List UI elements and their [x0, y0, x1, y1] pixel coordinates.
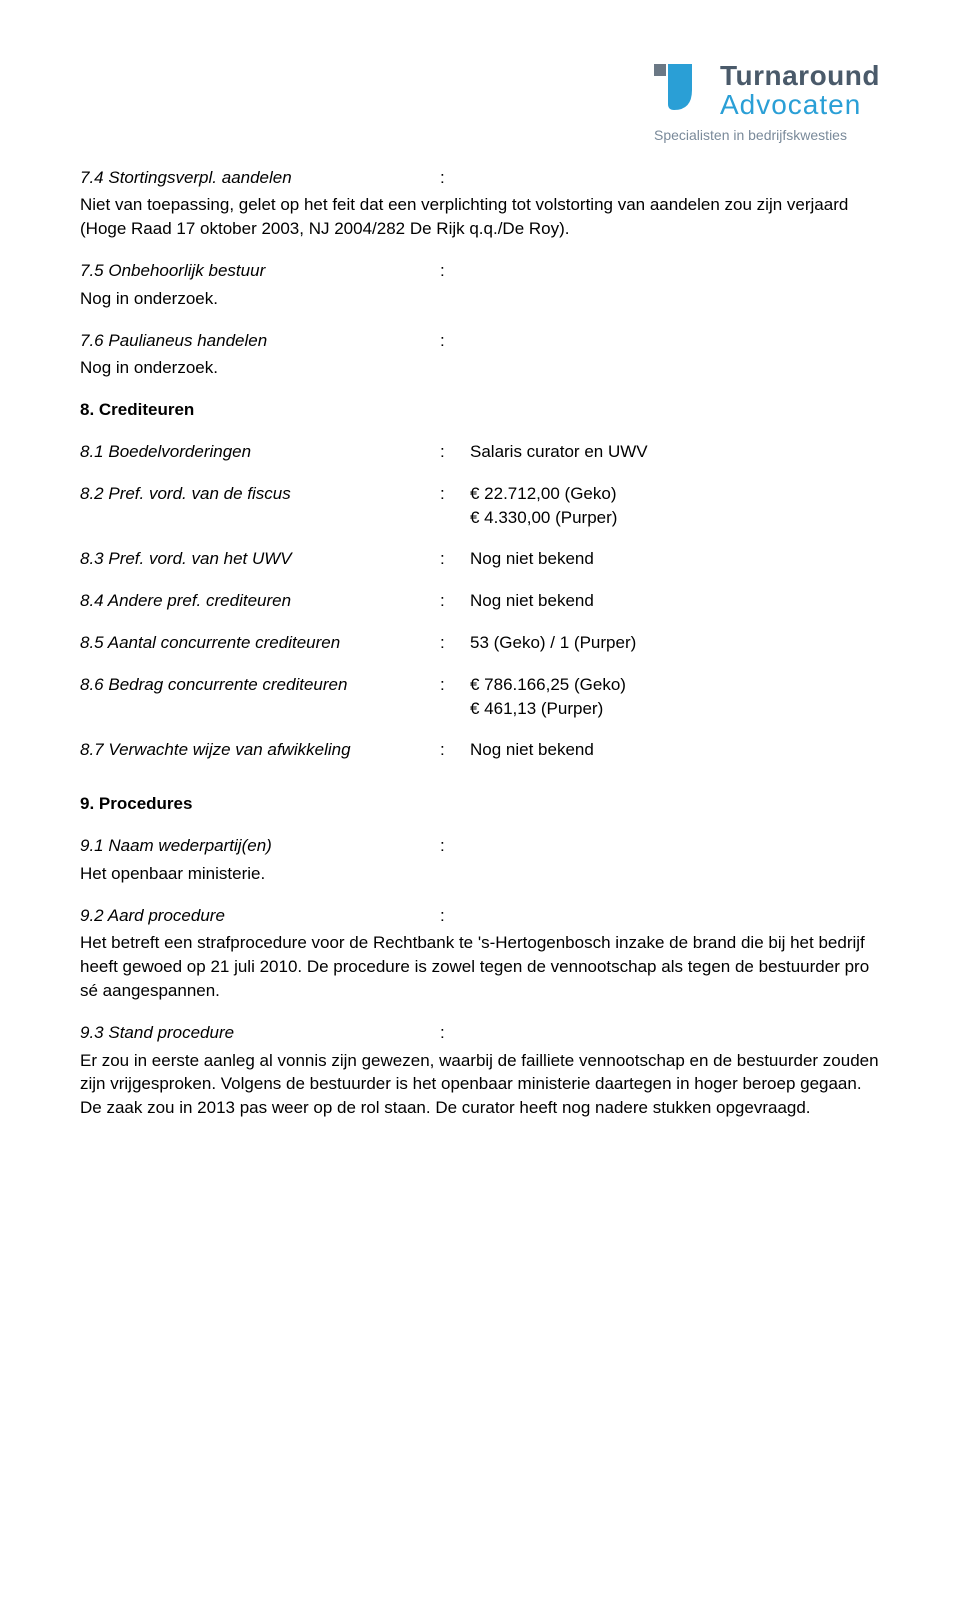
empty — [470, 166, 880, 190]
section-8-heading: 8. Crediteuren — [80, 398, 880, 422]
item-8-4-row: 8.4 Andere pref. crediteuren : Nog niet … — [80, 589, 880, 613]
item-7-4-label-row: 7.4 Stortingsverpl. aandelen : — [80, 166, 880, 190]
item-8-2-value: € 22.712,00 (Geko) € 4.330,00 (Purper) — [470, 482, 880, 530]
empty — [470, 259, 880, 283]
logo-row: Turnaround Advocaten — [652, 60, 880, 120]
logo-text: Turnaround Advocaten — [720, 61, 880, 120]
item-8-1-row: 8.1 Boedelvorderingen : Salaris curator … — [80, 440, 880, 464]
colon: : — [440, 166, 470, 190]
colon: : — [440, 482, 470, 530]
item-9-1-text: Het openbaar ministerie. — [80, 862, 880, 886]
item-9-3-text: Er zou in eerste aanleg al vonnis zijn g… — [80, 1049, 880, 1120]
item-9-1-label-row: 9.1 Naam wederpartij(en) : — [80, 834, 880, 858]
item-8-2-row: 8.2 Pref. vord. van de fiscus : € 22.712… — [80, 482, 880, 530]
header: Turnaround Advocaten Specialisten in bed… — [80, 60, 880, 146]
colon: : — [440, 904, 470, 928]
item-7-5-text: Nog in onderzoek. — [80, 287, 880, 311]
empty — [470, 329, 880, 353]
item-7-6-label-row: 7.6 Paulianeus handelen : — [80, 329, 880, 353]
document-content: 7.4 Stortingsverpl. aandelen : Niet van … — [80, 166, 880, 1120]
colon: : — [440, 589, 470, 613]
empty — [470, 834, 880, 858]
item-9-3-label: 9.3 Stand procedure — [80, 1021, 440, 1045]
item-7-4-text: Niet van toepassing, gelet op het feit d… — [80, 193, 880, 241]
item-8-7-value: Nog niet bekend — [470, 738, 880, 762]
logo-tagline: Specialisten in bedrijfskwesties — [654, 126, 847, 146]
item-8-6-value-2: € 461,13 (Purper) — [470, 697, 880, 721]
colon: : — [440, 1021, 470, 1045]
item-8-1-value: Salaris curator en UWV — [470, 440, 880, 464]
item-7-5-label-row: 7.5 Onbehoorlijk bestuur : — [80, 259, 880, 283]
colon: : — [440, 631, 470, 655]
item-8-6-row: 8.6 Bedrag concurrente crediteuren : € 7… — [80, 673, 880, 721]
item-8-2-value-2: € 4.330,00 (Purper) — [470, 506, 880, 530]
item-8-5-label: 8.5 Aantal concurrente crediteuren — [80, 631, 440, 655]
item-8-5-row: 8.5 Aantal concurrente crediteuren : 53 … — [80, 631, 880, 655]
colon: : — [440, 440, 470, 464]
item-8-5-value: 53 (Geko) / 1 (Purper) — [470, 631, 880, 655]
item-9-2-label: 9.2 Aard procedure — [80, 904, 440, 928]
item-8-4-value: Nog niet bekend — [470, 589, 880, 613]
item-8-2-value-1: € 22.712,00 (Geko) — [470, 482, 880, 506]
item-9-1-label: 9.1 Naam wederpartij(en) — [80, 834, 440, 858]
item-9-2-label-row: 9.2 Aard procedure : — [80, 904, 880, 928]
item-8-3-value: Nog niet bekend — [470, 547, 880, 571]
empty — [470, 904, 880, 928]
item-8-2-label: 8.2 Pref. vord. van de fiscus — [80, 482, 440, 530]
colon: : — [440, 259, 470, 283]
item-7-6-text: Nog in onderzoek. — [80, 356, 880, 380]
empty — [470, 1021, 880, 1045]
logo-block: Turnaround Advocaten Specialisten in bed… — [652, 60, 880, 146]
logo-title: Turnaround — [720, 61, 880, 90]
colon: : — [440, 329, 470, 353]
section-9-heading: 9. Procedures — [80, 792, 880, 816]
colon: : — [440, 738, 470, 762]
logo-subtitle: Advocaten — [720, 90, 880, 119]
item-7-5-label: 7.5 Onbehoorlijk bestuur — [80, 259, 440, 283]
item-8-7-row: 8.7 Verwachte wijze van afwikkeling : No… — [80, 738, 880, 762]
company-logo-icon — [652, 60, 712, 120]
item-7-4-label: 7.4 Stortingsverpl. aandelen — [80, 166, 440, 190]
item-8-6-value-1: € 786.166,25 (Geko) — [470, 673, 880, 697]
item-8-6-value: € 786.166,25 (Geko) € 461,13 (Purper) — [470, 673, 880, 721]
colon: : — [440, 834, 470, 858]
item-7-6-label: 7.6 Paulianeus handelen — [80, 329, 440, 353]
item-8-3-label: 8.3 Pref. vord. van het UWV — [80, 547, 440, 571]
colon: : — [440, 547, 470, 571]
colon: : — [440, 673, 470, 721]
item-9-2-text: Het betreft een strafprocedure voor de R… — [80, 931, 880, 1002]
item-8-1-label: 8.1 Boedelvorderingen — [80, 440, 440, 464]
item-8-6-label: 8.6 Bedrag concurrente crediteuren — [80, 673, 440, 721]
item-8-4-label: 8.4 Andere pref. crediteuren — [80, 589, 440, 613]
item-8-3-row: 8.3 Pref. vord. van het UWV : Nog niet b… — [80, 547, 880, 571]
item-8-7-label: 8.7 Verwachte wijze van afwikkeling — [80, 738, 440, 762]
item-9-3-label-row: 9.3 Stand procedure : — [80, 1021, 880, 1045]
